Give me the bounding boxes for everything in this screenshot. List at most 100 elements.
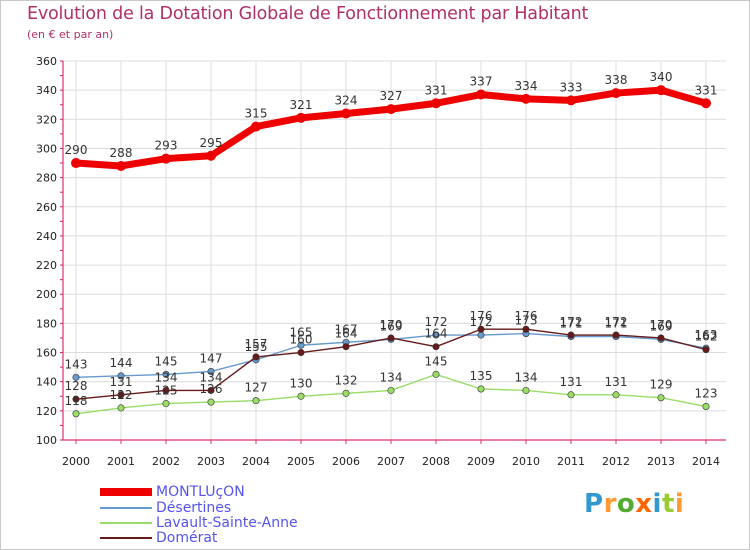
series-lines [71, 85, 711, 418]
data-label: 337 [470, 75, 493, 89]
x-tick-label: 2004 [242, 455, 270, 468]
legend-label-domerat: Domérat [156, 530, 218, 546]
data-label: 290 [65, 143, 88, 157]
data-label: 132 [335, 373, 358, 387]
y-tick-label: 240 [36, 230, 57, 243]
data-point [252, 353, 260, 361]
data-point [702, 346, 710, 354]
data-label: 164 [425, 327, 448, 341]
data-label: 165 [290, 325, 313, 339]
data-label: 145 [155, 354, 178, 368]
data-label: 118 [65, 394, 88, 408]
data-label: 130 [290, 376, 313, 390]
legend-label-desertines: Désertines [156, 500, 232, 516]
y-tick-label: 200 [36, 288, 57, 301]
data-point [702, 402, 710, 410]
data-point [342, 389, 350, 397]
data-label: 160 [290, 333, 313, 347]
data-label: 131 [560, 375, 583, 389]
data-label: 334 [515, 79, 538, 93]
x-tick-label: 2011 [557, 455, 585, 468]
x-tick-label: 2001 [107, 455, 135, 468]
axes: 100 120 140 160 180 200 220 240 260 280 300 320 340 3… [36, 55, 726, 468]
data-point [117, 391, 125, 399]
data-point [522, 386, 530, 394]
data-point [117, 404, 125, 412]
data-label: 171 [605, 317, 628, 331]
y-tick-label: 340 [36, 84, 57, 97]
data-point [611, 88, 621, 99]
x-tick-label: 2003 [197, 455, 225, 468]
data-label: 131 [605, 375, 628, 389]
y-tick-label: 220 [36, 259, 57, 272]
data-point [432, 331, 440, 339]
x-tick-label: 2010 [512, 455, 540, 468]
logo-letter: P [584, 489, 604, 519]
data-label: 171 [560, 317, 583, 331]
data-label: 126 [200, 382, 223, 396]
data-point [342, 343, 350, 351]
y-tick-label: 160 [36, 347, 57, 360]
data-point [341, 108, 351, 119]
data-label: 288 [110, 146, 133, 160]
data-label: 164 [335, 327, 358, 341]
data-label: 134 [200, 370, 223, 384]
y-tick-label: 280 [36, 172, 57, 185]
data-label: 170 [380, 318, 403, 332]
data-point [612, 331, 620, 339]
x-tick-label: 2002 [152, 455, 180, 468]
x-tick-label: 2000 [62, 455, 90, 468]
data-label: 324 [335, 93, 358, 107]
data-point [162, 370, 170, 378]
data-label: 293 [155, 139, 178, 153]
data-label: 176 [515, 309, 538, 323]
x-tick-label: 2006 [332, 455, 360, 468]
data-label: 173 [515, 314, 538, 328]
data-point [521, 93, 531, 104]
data-label: 169 [380, 319, 403, 333]
logo-letter: o [616, 489, 636, 519]
data-point [657, 334, 665, 342]
data-point [522, 325, 530, 333]
data-point [477, 331, 485, 339]
data-label: 167 [335, 322, 358, 336]
data-point [206, 150, 216, 161]
data-label: 134 [515, 370, 538, 384]
data-label: 170 [650, 318, 673, 332]
data-label: 163 [695, 328, 718, 342]
y-tick-label: 140 [36, 376, 57, 389]
legend-label-montlucon: MONTLUçON [156, 484, 245, 500]
x-tick-label: 2012 [602, 455, 630, 468]
data-point [432, 343, 440, 351]
data-label: 327 [380, 89, 403, 103]
data-label: 331 [695, 83, 718, 97]
data-point [251, 121, 261, 132]
data-point [116, 160, 126, 171]
x-tick-label: 2013 [647, 455, 675, 468]
logo-letter: i [652, 489, 662, 519]
chart-subtitle: (en € et par an) [27, 28, 114, 41]
data-point [162, 386, 170, 394]
data-label: 295 [200, 136, 223, 150]
data-label: 338 [605, 73, 628, 87]
data-point [207, 398, 215, 406]
y-tick-label: 120 [36, 405, 57, 418]
data-point [567, 391, 575, 399]
data-point [701, 98, 711, 109]
data-point [161, 153, 171, 164]
data-point [566, 95, 576, 106]
data-label: 143 [65, 357, 88, 371]
data-point [387, 334, 395, 342]
data-label: 176 [470, 309, 493, 323]
data-point [72, 373, 80, 381]
data-label: 135 [470, 369, 493, 383]
y-tick-label: 300 [36, 142, 57, 155]
data-point [117, 372, 125, 380]
logo-letter: r [603, 489, 617, 519]
data-label: 172 [425, 315, 448, 329]
data-point [387, 386, 395, 394]
data-point [431, 98, 441, 109]
legend-label-lavault-sainte-anne: Lavault-Sainte-Anne [156, 515, 298, 531]
data-label: 157 [245, 337, 268, 351]
